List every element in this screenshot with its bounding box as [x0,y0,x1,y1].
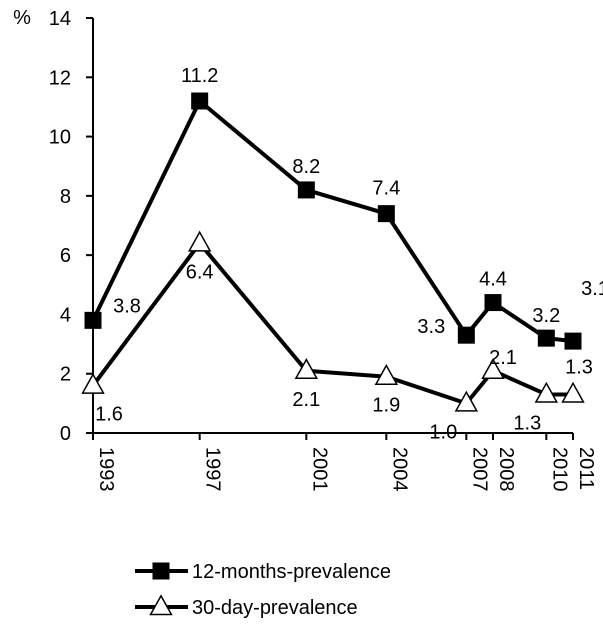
data-label: 3.1 [581,278,603,300]
legend-label: 12-months-prevalence [192,561,391,583]
data-point-square [537,329,555,347]
x-tick-label: 1997 [202,447,224,492]
series-line-1 [91,241,573,406]
x-tick-label: 2001 [308,447,330,492]
data-label: 1.9 [372,395,400,417]
y-tick-label: 14 [49,8,71,30]
data-label: 2.1 [292,389,320,411]
y-tick-label: 2 [60,364,71,386]
data-point-triangle [534,381,559,403]
data-label: 8.2 [292,156,320,178]
data-point-triangle [187,230,212,252]
data-label: 6.4 [186,261,214,283]
legend-marker-triangle [149,594,173,616]
data-point-square [191,92,209,110]
data-label: 1.3 [565,356,593,378]
x-tick-label: 1993 [95,447,117,492]
y-tick-label: 6 [60,245,71,267]
y-unit-label: % [13,7,31,29]
data-point-triangle [81,372,105,394]
data-label: 2.1 [489,347,517,369]
data-point-square [564,332,582,350]
y-tick-label: 12 [49,67,71,89]
data-label: 1.6 [95,404,123,426]
data-label: 4.4 [479,269,507,291]
legend-label: 30-day-prevalence [192,597,358,619]
data-label: 3.2 [532,305,560,327]
data-label: 3.3 [417,316,445,338]
data-point-square [297,181,315,199]
data-point-square [457,326,475,344]
data-label: 3.8 [113,295,141,317]
series-lines [81,92,585,412]
data-point-triangle [374,363,399,385]
x-tick-label: 2008 [495,447,517,492]
series-line-0 [91,99,574,344]
x-tick-label: 2004 [388,447,410,492]
data-label: 1.3 [513,412,541,434]
legend-marker-square [152,562,170,580]
x-tick-label: 2010 [548,447,570,492]
data-point-triangle [561,381,585,403]
data-label: 11.2 [181,65,218,87]
data-point-square [377,205,395,223]
y-tick-label: 10 [49,127,71,149]
data-point-square [484,294,502,312]
data-label: 1.0 [429,421,457,443]
data-point-triangle [481,358,505,380]
legend: 12-months-prevalence 30-day-prevalence [135,561,391,619]
x-tick-label: 2011 [575,447,597,490]
y-tick-label: 0 [60,423,71,445]
data-label: 7.4 [372,178,400,200]
y-tick-label: 4 [60,304,71,326]
data-point-square [84,311,102,329]
data-labels: 3.8 11.2 8.2 7.4 3.3 4.4 3.2 3.1 1.6 6.4 2.1 1.9 1.0… [95,65,603,443]
data-point-triangle [294,358,319,380]
y-tick-label: 8 [60,186,71,208]
x-tick-label: 2007 [468,447,490,492]
data-point-triangle [454,390,479,412]
